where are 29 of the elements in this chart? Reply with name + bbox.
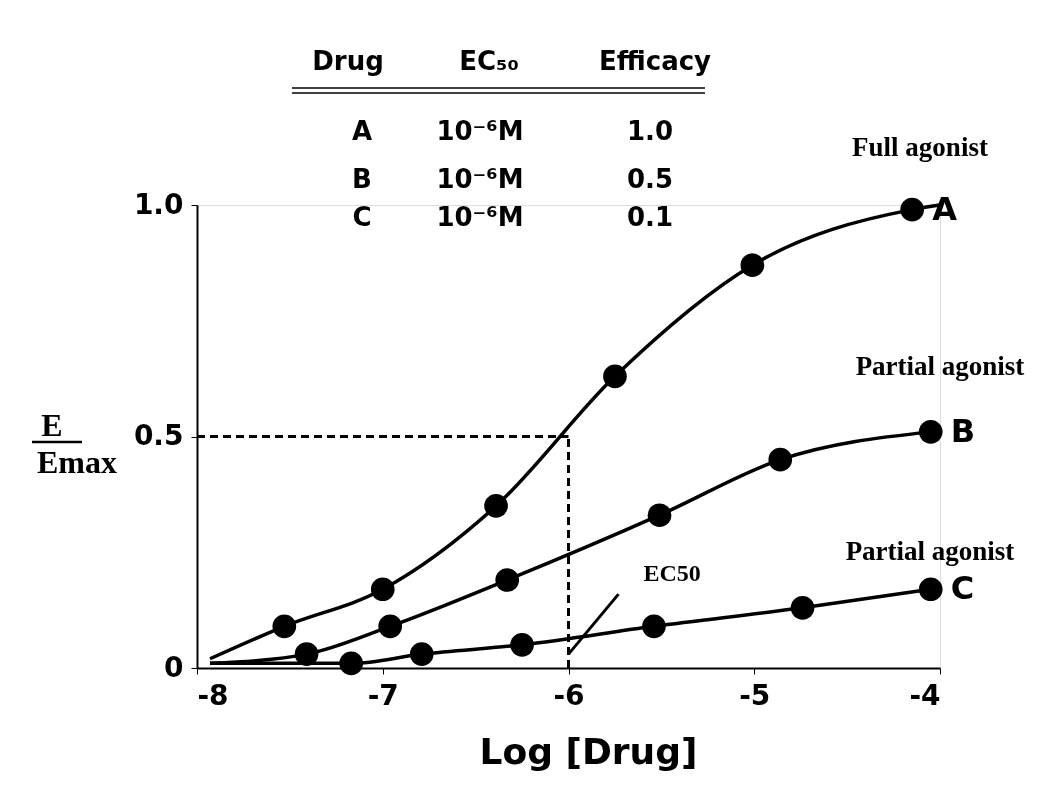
series-label: C (950, 569, 975, 608)
text: Full agonist (852, 132, 988, 162)
annotation: 0.1 (626, 202, 674, 232)
x-tick-label: -7 (367, 678, 399, 712)
annotation: Partial agonist (845, 536, 1015, 566)
y-tick-label: 1.0 (133, 187, 184, 221)
series-label: B (950, 411, 976, 450)
text: 1.0 (626, 116, 674, 146)
text: A (351, 116, 373, 146)
x-axis-title: Log [Drug] (479, 731, 698, 772)
x-tick-label: -5 (739, 678, 771, 712)
annotation: 10⁻⁶M (436, 202, 524, 232)
text: Drug (312, 46, 384, 76)
text: 10⁻⁶M (436, 164, 524, 194)
y-axis-title: E Emax (37, 407, 117, 480)
text: 0.5 (626, 164, 674, 194)
text: B (352, 164, 372, 194)
x-tick-label: -6 (553, 678, 585, 712)
text: Efficacy (598, 46, 712, 76)
annotation: EC50 (643, 560, 701, 587)
x-tick-label: -4 (909, 678, 941, 712)
x-tick-label: -8 (197, 678, 229, 712)
y-tick-label: 0.5 (133, 419, 184, 452)
annotation: Partial agonist (855, 351, 1025, 381)
series-label: A (932, 189, 958, 228)
y-tick-label: 0 (164, 650, 184, 684)
text: EC₅₀ (459, 46, 519, 76)
annotation: C (352, 202, 372, 232)
text: 10⁻⁶M (436, 116, 524, 146)
